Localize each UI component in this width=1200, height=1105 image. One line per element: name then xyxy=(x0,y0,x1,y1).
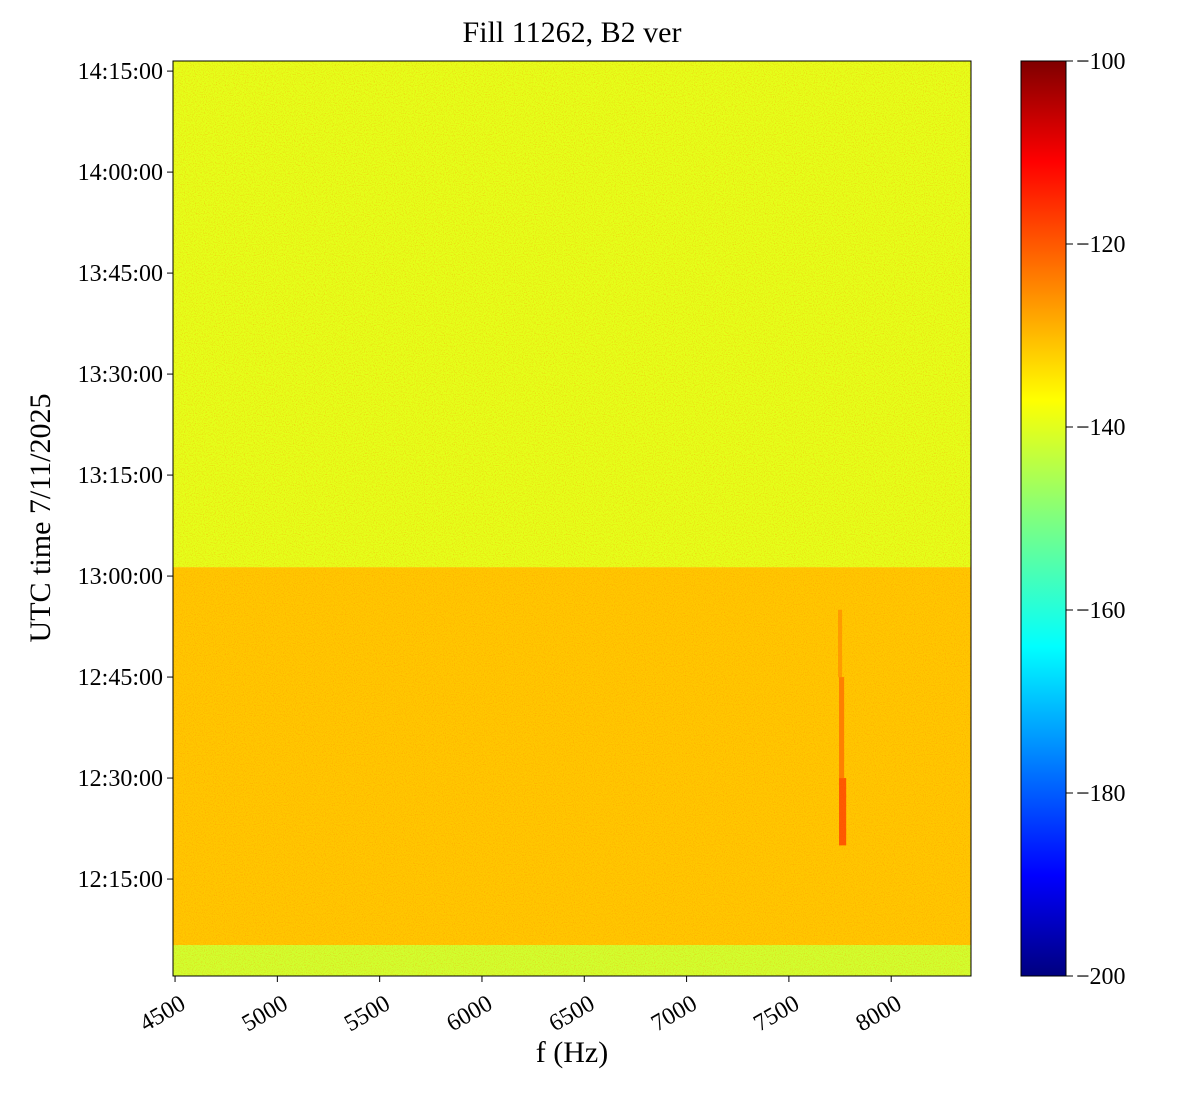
colorbar-tick-label: −140 xyxy=(1076,415,1126,441)
y-tick-label: 12:30:00 xyxy=(78,766,163,792)
y-tick-label: 14:00:00 xyxy=(78,160,163,186)
y-tick-label: 14:15:00 xyxy=(78,59,163,85)
y-tick-label: 13:45:00 xyxy=(78,261,163,287)
x-tick-label: 6000 xyxy=(442,991,497,1038)
x-tick-label: 5500 xyxy=(340,991,395,1038)
chart-title: Fill 11262, B2 ver xyxy=(463,16,682,49)
noise-texture xyxy=(173,61,971,976)
colorbar xyxy=(1020,60,1067,977)
y-tick-label: 13:00:00 xyxy=(78,564,163,590)
y-tick-label: 13:30:00 xyxy=(78,362,163,388)
x-tick-label: 7500 xyxy=(749,991,804,1038)
x-tick-label: 7000 xyxy=(647,991,702,1038)
y-axis-label: UTC time 7/11/2025 xyxy=(24,394,57,643)
x-tick-label: 6500 xyxy=(545,991,600,1038)
x-axis-label: f (Hz) xyxy=(536,1036,608,1069)
y-tick-label: 13:15:00 xyxy=(78,463,163,489)
y-tick-label: 12:45:00 xyxy=(78,665,163,691)
plot-frame xyxy=(172,60,972,977)
colorbar-tick-label: −160 xyxy=(1076,598,1126,624)
x-tick-label: 5000 xyxy=(238,991,293,1038)
colorbar-tick-label: −120 xyxy=(1076,232,1126,258)
colorbar-tick-label: −180 xyxy=(1076,781,1126,807)
colorbar-tick-label: −100 xyxy=(1076,49,1126,75)
y-tick-label: 12:15:00 xyxy=(78,867,163,893)
colorbar-tick-label: −200 xyxy=(1076,964,1126,990)
x-tick-label: 8000 xyxy=(852,991,907,1038)
x-tick-label: 4500 xyxy=(135,991,190,1038)
